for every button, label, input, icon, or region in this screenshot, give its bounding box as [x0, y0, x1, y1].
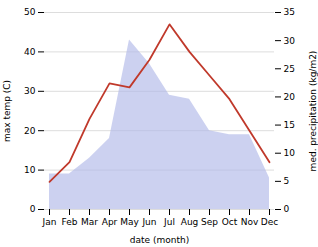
svg-text:Aug: Aug — [181, 217, 199, 227]
svg-text:20: 20 — [24, 126, 36, 136]
svg-text:Jan: Jan — [42, 217, 57, 227]
svg-text:Oct: Oct — [222, 217, 238, 227]
svg-text:May: May — [120, 217, 139, 227]
svg-text:35: 35 — [284, 7, 295, 17]
svg-text:20: 20 — [284, 92, 296, 102]
svg-text:date (month): date (month) — [130, 235, 189, 245]
svg-text:Mar: Mar — [81, 217, 98, 227]
svg-text:25: 25 — [284, 64, 295, 74]
svg-text:Jun: Jun — [141, 217, 156, 227]
svg-text:50: 50 — [24, 7, 36, 17]
svg-text:0: 0 — [30, 204, 36, 214]
svg-text:max temp (C): max temp (C) — [2, 80, 12, 142]
svg-text:40: 40 — [24, 47, 36, 57]
svg-text:Sep: Sep — [201, 217, 218, 227]
svg-text:Nov: Nov — [241, 217, 259, 227]
svg-text:15: 15 — [284, 120, 295, 130]
svg-text:10: 10 — [24, 165, 36, 175]
svg-text:5: 5 — [284, 176, 290, 186]
svg-text:0: 0 — [284, 204, 290, 214]
svg-text:med. precipitation (kg/m2): med. precipitation (kg/m2) — [308, 51, 318, 172]
svg-text:Dec: Dec — [261, 217, 278, 227]
svg-text:30: 30 — [284, 36, 296, 46]
svg-text:Apr: Apr — [102, 217, 118, 227]
svg-text:Feb: Feb — [62, 217, 78, 227]
svg-text:Jul: Jul — [163, 217, 175, 227]
svg-text:10: 10 — [284, 148, 296, 158]
svg-text:30: 30 — [24, 86, 36, 96]
